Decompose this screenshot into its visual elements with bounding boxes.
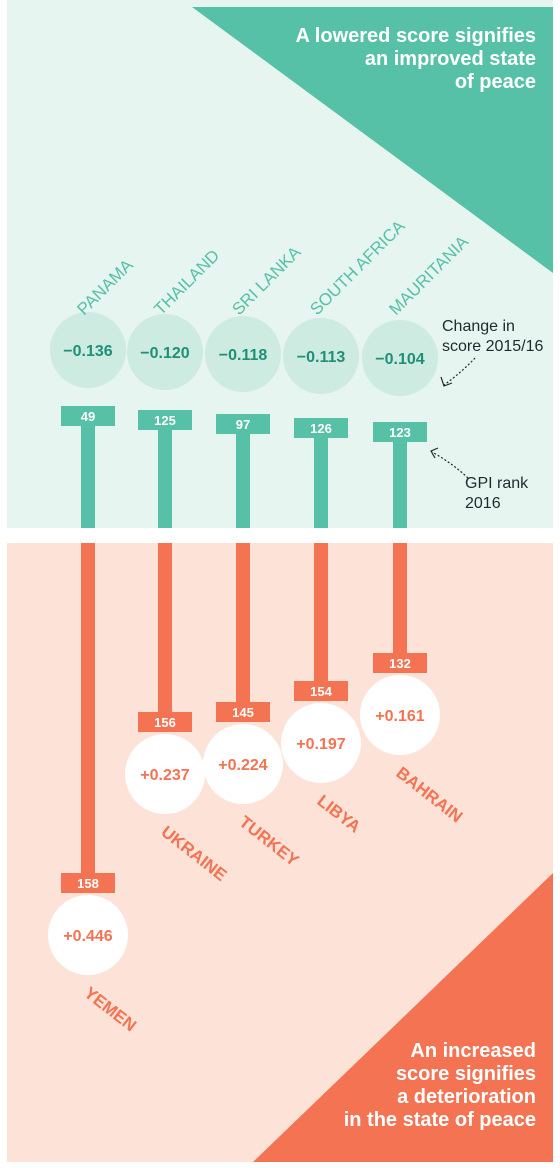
bar-thailand [158, 420, 172, 528]
score-label-south-africa: −0.113 [297, 349, 346, 366]
score-circle-ukraine [125, 734, 205, 814]
deteriorated-headline: An increased score signifies a deteriora… [343, 1040, 536, 1131]
gpi-rank-annotation: GPI rank 2016 [465, 475, 529, 512]
score-label-thailand: −0.120 [140, 345, 189, 362]
score-circle-panama [50, 312, 126, 388]
rank-box-turkey [216, 702, 270, 722]
rank-box-bahrain [373, 653, 427, 673]
rank-pointer-line [431, 451, 469, 479]
score-circle-south-africa [283, 318, 359, 394]
rank-label-turkey: 145 [232, 705, 254, 720]
rank-box-mauritania [373, 422, 427, 442]
score-circle-mauritania [362, 320, 438, 396]
score-label-bahrain: +0.161 [375, 708, 424, 725]
bar-south-africa [314, 428, 328, 528]
rank-box-sri-lanka [216, 414, 270, 434]
score-circle-yemen [48, 895, 128, 975]
rank-box-panama [61, 406, 115, 426]
country-label-thailand: THAILAND [150, 246, 223, 319]
score-circle-turkey [203, 724, 283, 804]
rank-label-libya: 154 [310, 684, 332, 699]
score-label-yemen: +0.446 [63, 928, 112, 945]
country-label-panama: PANAMA [73, 255, 137, 319]
score-circle-thailand [127, 314, 203, 390]
rank-label-panama: 49 [81, 409, 95, 424]
change-pointer-arrowhead [440, 376, 453, 387]
score-label-ukraine: +0.237 [140, 767, 189, 784]
bar-bahrain [393, 543, 407, 653]
rank-box-ukraine [138, 712, 192, 732]
rank-label-ukraine: 156 [154, 715, 176, 730]
country-label-bahrain: BAHRAIN [393, 763, 466, 826]
score-label-mauritania: −0.104 [375, 351, 424, 368]
rank-pointer-arrowhead [430, 447, 439, 459]
bar-libya [314, 543, 328, 681]
bar-mauritania [393, 432, 407, 528]
rank-label-mauritania: 123 [389, 425, 411, 440]
country-label-sri-lanka: SRI LANKA [228, 242, 305, 319]
rank-box-yemen [61, 873, 115, 893]
improved-headline: A lowered score signifies an improved st… [295, 25, 536, 93]
score-label-sri-lanka: −0.118 [219, 347, 268, 364]
bar-turkey [236, 543, 250, 702]
score-label-panama: −0.136 [63, 343, 112, 360]
bar-yemen [81, 543, 95, 873]
score-label-turkey: +0.224 [218, 757, 267, 774]
bar-ukraine [158, 543, 172, 712]
improved-corner-triangle [192, 7, 553, 273]
score-circle-libya [281, 703, 361, 783]
rank-label-sri-lanka: 97 [236, 417, 250, 432]
score-circle-sri-lanka [205, 316, 281, 392]
rank-label-bahrain: 132 [389, 656, 411, 671]
rank-label-south-africa: 126 [310, 421, 332, 436]
bar-sri-lanka [236, 424, 250, 528]
score-label-libya: +0.197 [296, 736, 345, 753]
rank-label-thailand: 125 [154, 413, 176, 428]
change-pointer-line [443, 357, 476, 386]
rank-box-south-africa [294, 418, 348, 438]
rank-label-yemen: 158 [77, 876, 99, 891]
rank-box-libya [294, 681, 348, 701]
country-label-mauritania: MAURITANIA [385, 232, 472, 319]
deteriorated-corner-triangle [253, 873, 553, 1162]
country-label-ukraine: UKRAINE [158, 822, 231, 885]
rank-box-thailand [138, 410, 192, 430]
bar-panama [81, 416, 95, 528]
country-label-yemen: YEMEN [81, 983, 140, 1035]
country-label-turkey: TURKEY [236, 812, 303, 870]
country-label-libya: LIBYA [314, 791, 365, 836]
score-circle-bahrain [360, 675, 440, 755]
change-in-score-annotation: Change in score 2015/16 [442, 318, 544, 355]
